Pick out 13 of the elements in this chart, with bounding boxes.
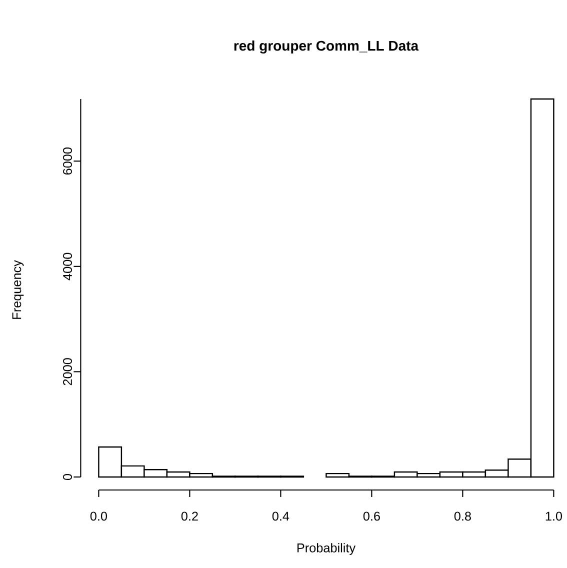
y-tick-label: 0	[63, 474, 72, 480]
x-tick-label: 0.6	[363, 512, 380, 521]
y-tick-label: 2000	[63, 358, 72, 386]
chart-title: red grouper Comm_LL Data	[234, 40, 419, 54]
y-tick-label: 4000	[63, 252, 72, 280]
x-axis-title: Probability	[298, 543, 356, 555]
y-axis-title: Frequency	[12, 260, 24, 319]
x-tick-label: 0.0	[90, 512, 108, 521]
y-tick-label: 6000	[63, 148, 72, 175]
x-tick-label: 1.0	[546, 512, 562, 521]
x-tick-label: 0.4	[272, 512, 290, 521]
x-tick-label: 0.2	[181, 512, 198, 521]
x-tick-label: 0.8	[454, 512, 471, 521]
